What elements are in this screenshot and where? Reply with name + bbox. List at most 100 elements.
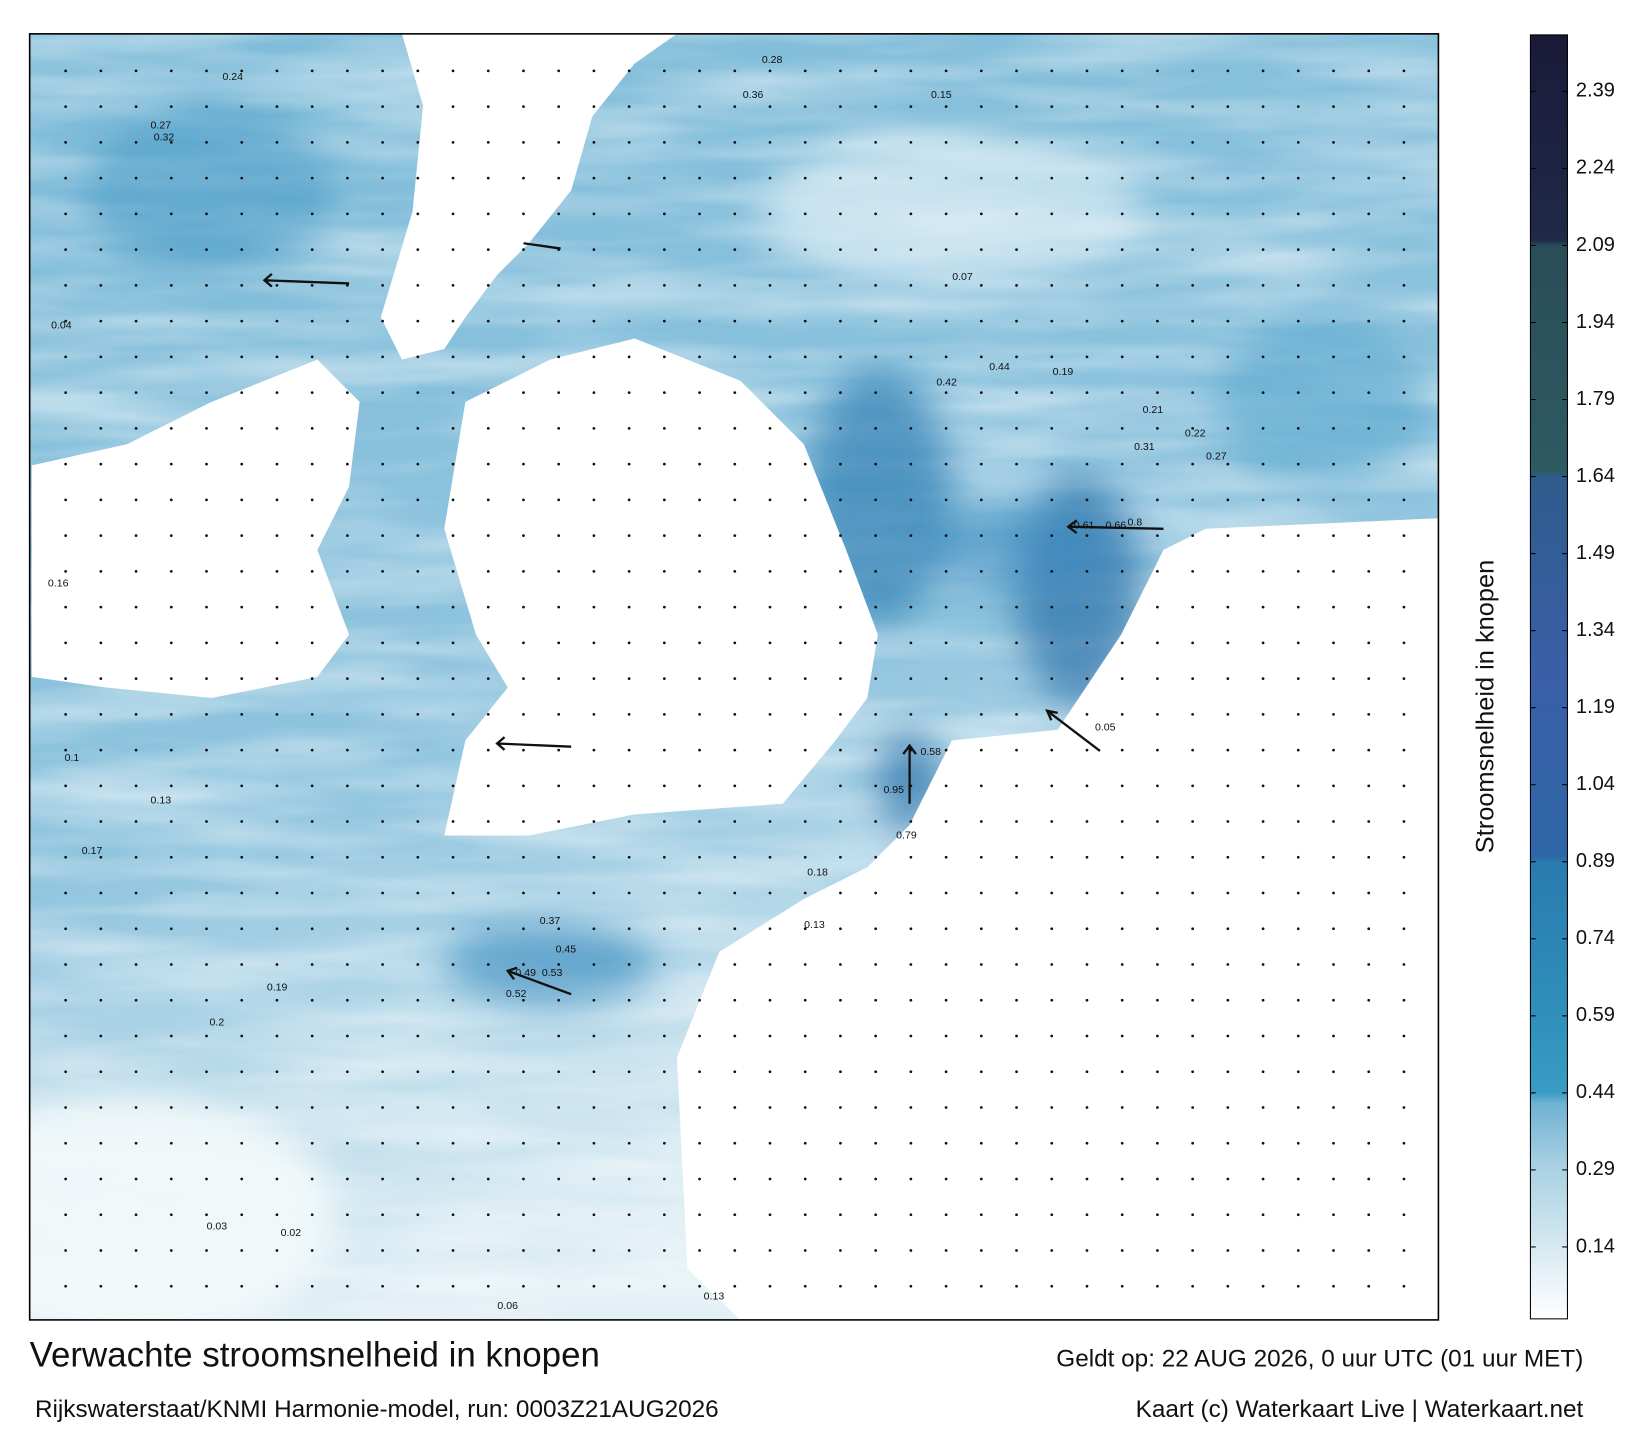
grid-dot (381, 677, 384, 680)
speed-label: 0.17 (82, 845, 103, 857)
speed-label: 0.06 (497, 1300, 518, 1312)
grid-dot (803, 1249, 807, 1252)
grid-dot (99, 140, 103, 144)
valid-time: Geldt op: 22 AUG 2026, 0 uur UTC (01 uur… (1056, 1345, 1583, 1372)
grid-dot (1085, 820, 1089, 823)
grid-dot (1296, 855, 1300, 859)
grid-dot (1085, 855, 1089, 859)
grid-dot (733, 1141, 737, 1145)
grid-dot (1402, 784, 1406, 788)
grid-dot (979, 1070, 983, 1074)
grid-dot (64, 69, 68, 73)
grid-dot (839, 212, 842, 216)
grid-dot (1367, 105, 1371, 108)
grid-dot (1050, 641, 1054, 645)
grid-dot (768, 248, 772, 251)
grid-dot (275, 998, 279, 1002)
grid-dot (1015, 1284, 1018, 1288)
grid-dot (240, 569, 244, 573)
grid-dot (1085, 927, 1089, 931)
grid-dot (839, 784, 842, 788)
grid-dot (874, 140, 878, 144)
grid-dot (698, 1213, 701, 1217)
grid-dot (1156, 1284, 1159, 1288)
grid-dot (592, 462, 596, 466)
grid-dot (486, 176, 490, 180)
grid-dot (1402, 176, 1406, 180)
grid-dot (1156, 140, 1159, 144)
grid-dot (874, 462, 878, 466)
grid-dot (874, 1284, 878, 1288)
grid-dot (698, 927, 701, 931)
grid-dot (416, 1070, 420, 1074)
grid-dot (451, 748, 455, 752)
grid-dot (275, 498, 279, 502)
grid-dot (1296, 391, 1300, 394)
grid-dot (557, 391, 561, 394)
grid-dot (169, 1284, 173, 1288)
grid-dot (1156, 248, 1159, 251)
grid-dot (1296, 998, 1300, 1002)
speed-label: 0.22 (1185, 427, 1206, 439)
grid-dot (1296, 605, 1300, 609)
grid-dot (1015, 283, 1018, 287)
grid-dot (979, 69, 983, 73)
grid-dot (1332, 1284, 1335, 1288)
grid-dot (522, 105, 525, 108)
grid-dot (310, 1177, 314, 1181)
grid-dot (1261, 426, 1265, 430)
grid-dot (275, 1106, 279, 1109)
grid-dot (486, 1284, 490, 1288)
grid-dot (451, 641, 455, 645)
grid-dot (522, 569, 525, 573)
grid-dot (240, 748, 244, 752)
grid-dot (134, 1284, 138, 1288)
speed-label: 0.8 (1128, 516, 1143, 528)
grid-dot (205, 176, 208, 180)
grid-dot (346, 498, 349, 502)
grid-dot (1120, 140, 1124, 144)
grid-dot (1226, 534, 1230, 537)
grid-dot (451, 927, 455, 931)
grid-dot (1261, 283, 1265, 287)
grid-dot (839, 1249, 842, 1252)
grid-dot (169, 784, 173, 788)
grid-dot (451, 998, 455, 1002)
grid-dot (1367, 677, 1371, 680)
grid-dot (381, 176, 384, 180)
grid-dot (1261, 855, 1265, 859)
grid-dot (1226, 712, 1230, 716)
grid-dot (874, 963, 878, 966)
grid-dot (99, 534, 103, 537)
grid-dot (99, 176, 103, 180)
grid-dot (486, 891, 490, 895)
grid-dot (240, 891, 244, 895)
grid-dot (64, 212, 68, 216)
grid-dot (944, 927, 948, 931)
grid-dot (944, 105, 948, 108)
grid-dot (346, 963, 349, 966)
grid-dot (1120, 641, 1124, 645)
grid-dot (768, 176, 772, 180)
grid-dot (1156, 1177, 1159, 1181)
grid-dot (1332, 248, 1335, 251)
grid-dot (1226, 927, 1230, 931)
grid-dot (310, 820, 314, 823)
grid-dot (1191, 1141, 1195, 1145)
grid-dot (64, 855, 68, 859)
grid-dot (1120, 784, 1124, 788)
grid-dot (275, 748, 279, 752)
grid-dot (240, 784, 244, 788)
grid-dot (99, 748, 103, 752)
grid-dot (1120, 748, 1124, 752)
grid-dot (1085, 69, 1089, 73)
grid-dot (205, 140, 208, 144)
grid-dot (275, 712, 279, 716)
grid-dot (416, 1106, 420, 1109)
speed-label: 0.04 (51, 320, 72, 332)
grid-dot (522, 1034, 525, 1038)
grid-dot (1367, 1141, 1371, 1145)
grid-dot (839, 140, 842, 144)
grid-dot (1296, 569, 1300, 573)
grid-dot (346, 319, 349, 323)
